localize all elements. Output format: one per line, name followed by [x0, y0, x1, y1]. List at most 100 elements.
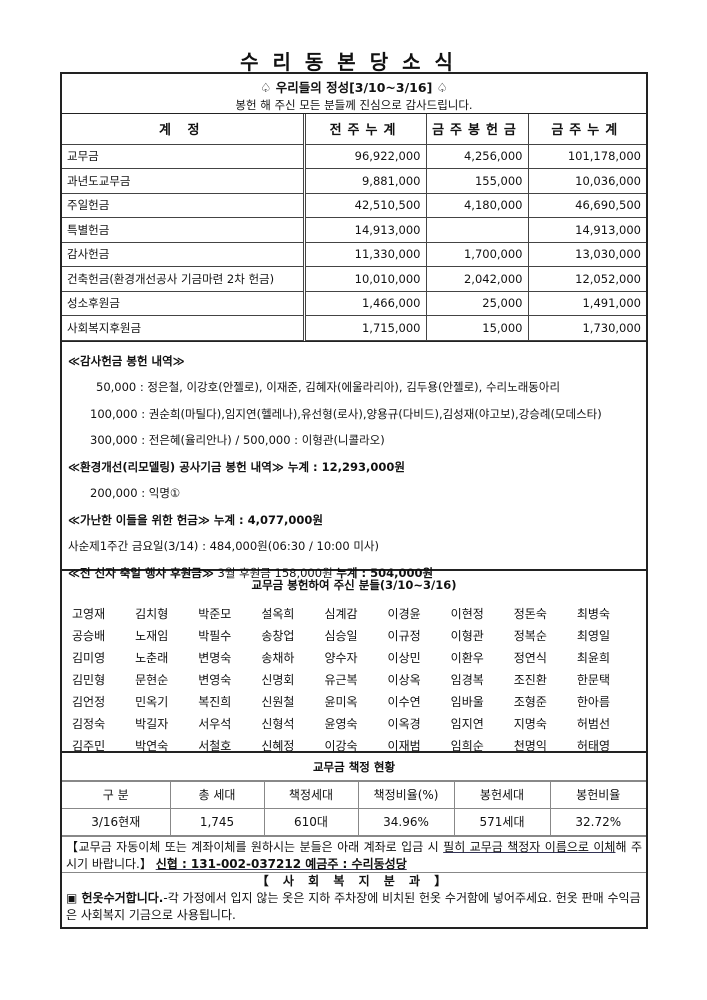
prev-total: 9,881,000	[303, 168, 427, 194]
donors-section: 교무금 봉헌하여 주신 분들(3/10~3/16) 고영재 김치형 박준모 설옥희 심계…	[62, 568, 646, 753]
donor-name: 고영재	[72, 606, 106, 621]
offering-heading: ♤ 우리들의 정성[3/10~3/16] ♤	[260, 80, 448, 95]
donor-name: 송창업	[261, 628, 295, 643]
donor-name: 임바울	[450, 694, 484, 709]
account-name: 주일헌금	[62, 192, 306, 218]
week-amount: 4,180,000	[425, 192, 529, 218]
col-header: 봉헌세대	[453, 780, 551, 809]
table-row: 감사헌금 11,330,000 1,700,000 13,030,000	[62, 241, 646, 267]
account-name: 감사헌금	[62, 241, 306, 267]
col-header: 책정비율(%)	[357, 780, 455, 809]
allocation-row: 3/16현재 1,745 610대 34.96% 571세대 32.72%	[62, 807, 646, 836]
current-total: 46,690,500	[527, 192, 646, 218]
current-total: 12,052,000	[527, 266, 646, 292]
donor-name: 서철호	[198, 738, 232, 753]
prev-total: 1,715,000	[303, 315, 427, 341]
donor-name: 변영숙	[198, 672, 232, 687]
donor-name: 윤미옥	[324, 694, 358, 709]
donor-name: 문현순	[135, 672, 169, 687]
donor-name: 이수연	[387, 694, 421, 709]
cell: 610대	[263, 807, 359, 836]
col-header: 봉헌비율	[549, 780, 646, 809]
prev-total: 42,510,500	[303, 192, 427, 218]
cell: 1,745	[169, 807, 265, 836]
donor-name: 이상민	[387, 650, 421, 665]
offering-subheading: 봉헌 해 주신 모든 분들께 진심으로 감사드립니다.	[235, 98, 473, 112]
allocation-title: 교무금 책정 현황	[62, 753, 646, 781]
week-amount: 4,256,000	[425, 143, 529, 169]
prev-total: 96,922,000	[303, 143, 427, 169]
donor-name: 서우석	[198, 716, 232, 731]
donor-name: 설옥희	[261, 606, 295, 621]
donor-name: 최병숙	[576, 606, 610, 621]
current-total: 14,913,000	[527, 217, 646, 243]
account-name: 과년도교무금	[62, 168, 306, 194]
donor-name: 김미영	[72, 650, 106, 665]
cell: 32.72%	[549, 807, 646, 836]
donor-name: 이환우	[450, 650, 484, 665]
donor-name: 조진환	[513, 672, 547, 687]
account-name: 교무금	[62, 143, 306, 169]
donor-name: 이형관	[450, 628, 484, 643]
donor-name: 유근복	[324, 672, 358, 687]
donor-name: 정복순	[513, 628, 547, 643]
section-title: ≪가난한 이들을 위한 헌금≫ 누계 : 4,077,000원	[68, 512, 323, 527]
account-name: 사회복지후원금	[62, 315, 306, 341]
donor-line: 사순제1주간 금요일(3/14) : 484,000원(06:30 / 10:0…	[68, 539, 379, 553]
notice-text: 【교무금 자동이체 또는 계좌이체를 원하시는 분들은 아래 계좌로 입금 시	[66, 839, 444, 854]
col-header: 계 정	[62, 114, 306, 145]
social-title: 【 사 회 복 지 분 과 】	[256, 873, 452, 888]
prev-total: 1,466,000	[303, 290, 427, 316]
donor-name: 이현정	[450, 606, 484, 621]
donor-name: 이경윤	[387, 606, 421, 621]
account-name: 건축헌금(환경개선공사 기금마련 2차 헌금)	[62, 266, 306, 292]
table-row: 주일헌금 42,510,500 4,180,000 46,690,500	[62, 192, 646, 218]
current-total: 13,030,000	[527, 241, 646, 267]
donor-name: 박길자	[135, 716, 169, 731]
notice-underlined: 필히 교무금 책정자 이름으로 이체	[443, 839, 616, 854]
cell: 3/16현재	[62, 807, 171, 836]
week-amount: 1,700,000	[425, 241, 529, 267]
donor-name: 노재임	[135, 628, 169, 643]
donors-title: 교무금 봉헌하여 주신 분들(3/10~3/16)	[251, 577, 457, 592]
donor-name: 김정숙	[72, 716, 106, 731]
col-header: 총 세대	[169, 780, 265, 809]
prev-total: 14,913,000	[303, 217, 427, 243]
donor-name: 한문택	[576, 672, 610, 687]
current-total: 10,036,000	[527, 168, 646, 194]
col-header: 책정세대	[263, 780, 359, 809]
allocation-section: 교무금 책정 현황 구 분 총 세대 책정세대 책정비율(%) 봉헌세대 봉헌비…	[62, 750, 646, 836]
donor-name: 정연식	[513, 650, 547, 665]
prev-total: 10,010,000	[303, 266, 427, 292]
prev-total: 11,330,000	[303, 241, 427, 267]
week-amount: 15,000	[425, 315, 529, 341]
donor-name: 송채하	[261, 650, 295, 665]
donor-name: 공승배	[72, 628, 106, 643]
transfer-notice: 【교무금 자동이체 또는 계좌이체를 원하시는 분들은 아래 계좌로 입금 시 …	[62, 835, 646, 872]
col-header: 금주봉헌금	[425, 114, 529, 145]
donor-line: 300,000 : 전은혜(율리안나) / 500,000 : 이형관(니콜라오…	[90, 433, 385, 447]
bulletin-box: ♤ 우리들의 정성[3/10~3/16] ♤ 봉헌 해 주신 모든 분들께 진심…	[60, 72, 648, 929]
cell: 571세대	[453, 807, 551, 836]
week-amount: 25,000	[425, 290, 529, 316]
section-title: ≪환경개선(리모델링) 공사기금 봉헌 내역≫ 누계 : 12,293,000원	[68, 459, 405, 474]
page-title: 수리동본당소식	[240, 50, 467, 74]
social-heading: ▣ 헌옷수거합니다.	[66, 890, 164, 905]
donor-name: 김민형	[72, 672, 106, 687]
support-total: 누계 : 504,000원	[336, 565, 434, 580]
week-amount: 2,042,000	[425, 266, 529, 292]
donor-name: 신혜정	[261, 738, 295, 753]
thanks-offering-section: ≪감사헌금 봉헌 내역≫ 50,000 : 정은철, 이강호(안젤로), 이재준…	[62, 340, 646, 580]
current-total: 1,730,000	[527, 315, 646, 341]
donor-name: 심계감	[324, 606, 358, 621]
donor-name: 신원철	[261, 694, 295, 709]
donor-name: 천명익	[513, 738, 547, 753]
table-row: 교무금 96,922,000 4,256,000 101,178,000	[62, 143, 646, 169]
current-total: 101,178,000	[527, 143, 646, 169]
donor-name: 한아름	[576, 694, 610, 709]
section-title: ≪감사헌금 봉헌 내역≫	[68, 353, 185, 368]
notice-text: 해 주시기 바랍니다.】	[66, 839, 642, 871]
donor-name: 김주민	[72, 738, 106, 753]
donor-line: 50,000 : 정은철, 이강호(안젤로), 이재준, 김혜자(에울라리아),…	[96, 380, 561, 394]
col-header: 전주누계	[303, 114, 427, 145]
